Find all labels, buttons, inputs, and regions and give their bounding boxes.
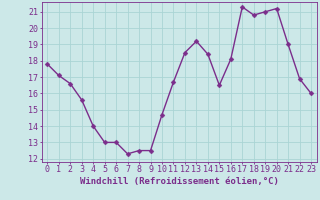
X-axis label: Windchill (Refroidissement éolien,°C): Windchill (Refroidissement éolien,°C) [80,177,279,186]
